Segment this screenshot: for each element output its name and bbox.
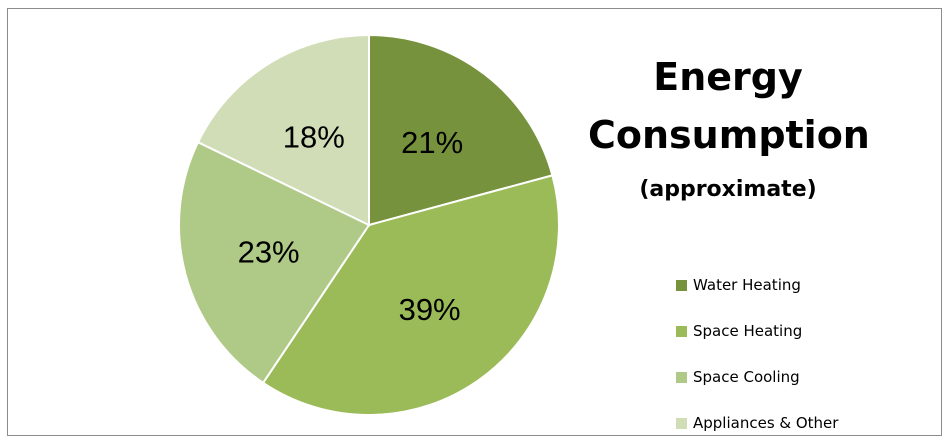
legend-item-space-heating: Space Heating: [676, 308, 916, 354]
legend-swatch-appliances-and-other: [676, 417, 687, 429]
legend-label-water-heating: Water Heating: [693, 276, 801, 294]
chart-subtitle: (approximate): [639, 177, 817, 202]
data-label-appliances-and-other: 18%: [283, 119, 345, 154]
chart-legend: Water Heating Space Heating Space Cooling A…: [676, 262, 916, 446]
legend-swatch-space-heating: [676, 325, 687, 337]
pie-slice-space-heating: [261, 174, 560, 416]
legend-label-space-cooling: Space Cooling: [693, 368, 800, 386]
pie-slice-water-heating: [368, 33, 554, 227]
legend-swatch-space-cooling: [676, 371, 687, 383]
data-label-space-cooling: 23%: [238, 235, 300, 270]
chart-title-line-2: Consumption: [588, 113, 870, 157]
legend-label-space-heating: Space Heating: [693, 322, 803, 340]
legend-item-space-cooling: Space Cooling: [676, 354, 916, 400]
chart-title-line-1: Energy: [653, 55, 803, 99]
legend-label-appliances-and-other: Appliances & Other: [693, 414, 839, 432]
data-label-space-heating: 39%: [399, 292, 461, 327]
legend-item-water-heating: Water Heating: [676, 262, 916, 308]
data-label-water-heating: 21%: [401, 125, 463, 160]
chart-title-block: Energy Consumption (approximate): [588, 48, 870, 210]
legend-swatch-water-heating: [676, 279, 687, 291]
pie-slice-appliances-and-other: [196, 33, 370, 227]
legend-item-appliances-and-other: Appliances & Other: [676, 400, 916, 446]
